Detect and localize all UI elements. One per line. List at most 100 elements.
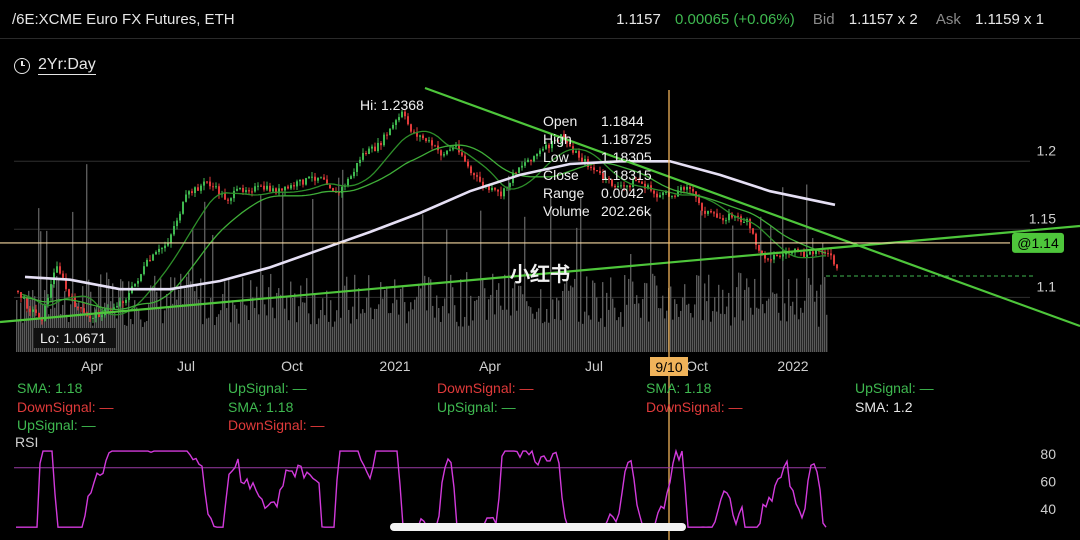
volume-bar: [272, 307, 274, 352]
volume-bar: [544, 321, 546, 352]
volume-bar: [230, 322, 232, 352]
volume-bar: [282, 191, 284, 352]
candle-body: [137, 280, 139, 284]
candle-body: [785, 252, 787, 255]
volume-bar: [152, 286, 154, 352]
volume-bar: [206, 318, 208, 352]
candle-body: [674, 195, 676, 197]
candle-body: [149, 259, 151, 261]
volume-bar: [664, 318, 666, 352]
volume-bar: [366, 297, 368, 352]
volume-bar: [182, 304, 184, 352]
candle-body: [62, 273, 64, 278]
volume-bar: [624, 275, 626, 352]
volume-bar: [554, 318, 556, 352]
candle-body: [758, 244, 760, 251]
volume-bar: [772, 292, 774, 352]
volume-bar: [286, 296, 288, 352]
volume-bar: [302, 302, 304, 352]
candle-body: [77, 307, 79, 309]
volume-bar: [712, 311, 714, 352]
volume-bar: [28, 290, 30, 352]
volume-bar: [22, 322, 24, 352]
volume-bar: [234, 304, 236, 352]
volume-bar: [308, 313, 310, 352]
volume-bar: [732, 225, 734, 352]
volume-bar: [56, 276, 58, 352]
range-selector-button[interactable]: 2Yr:Day: [14, 56, 96, 75]
candle-body: [188, 191, 190, 195]
candle-body: [611, 179, 613, 186]
candle-body: [140, 274, 142, 281]
volume-bar: [372, 319, 374, 352]
volume-bar: [18, 320, 20, 352]
price-change: 0.00065 (+0.06%): [675, 11, 795, 28]
candle-body: [329, 184, 331, 189]
volume-bar: [752, 314, 754, 352]
volume-bar: [76, 302, 78, 352]
volume-bar: [646, 283, 648, 352]
candle-body: [218, 186, 220, 195]
range-label: 2Yr:Day: [38, 56, 96, 75]
volume-bar: [390, 312, 392, 352]
candle-body: [593, 167, 595, 171]
volume-bar: [492, 273, 494, 352]
volume-bar: [702, 320, 704, 352]
volume-bar: [432, 305, 434, 352]
volume-bar: [384, 290, 386, 352]
volume-bar: [144, 322, 146, 352]
candle-body: [833, 255, 835, 265]
candle-body: [656, 193, 658, 198]
volume-bar: [562, 290, 564, 352]
candle-body: [806, 254, 808, 257]
volume-bar: [122, 281, 124, 352]
volume-bar: [146, 321, 148, 352]
volume-bar: [304, 302, 306, 352]
candle-body: [233, 190, 235, 199]
volume-bar: [722, 289, 724, 352]
home-indicator[interactable]: [390, 523, 686, 531]
volume-bar: [276, 292, 278, 352]
volume-bar: [734, 317, 736, 352]
volume-bar: [428, 277, 430, 352]
candle-body: [599, 170, 601, 174]
candle-body: [359, 159, 361, 163]
candle-body: [179, 213, 181, 221]
candle-body: [320, 177, 322, 179]
volume-bar: [694, 304, 696, 352]
volume-bar: [204, 201, 206, 352]
volume-bar: [786, 321, 788, 352]
candle-body: [722, 218, 724, 221]
volume-bar: [214, 325, 216, 352]
candle-body: [791, 252, 793, 254]
volume-bar: [692, 317, 694, 352]
candle-body: [449, 149, 451, 151]
x-tick-label: Apr: [479, 358, 501, 374]
volume-bar: [706, 301, 708, 352]
volume-bar: [552, 299, 554, 352]
candle-body: [779, 255, 781, 257]
candle-body: [89, 316, 91, 319]
volume-bar: [462, 326, 464, 352]
candle-body: [29, 308, 31, 312]
volume-bar: [532, 313, 534, 352]
volume-bar: [516, 310, 518, 352]
volume-bar: [158, 307, 160, 352]
volume-bar: [730, 325, 732, 352]
candle-body: [92, 317, 94, 319]
volume-bar: [180, 273, 182, 352]
candle-body: [197, 187, 199, 191]
volume-bar: [440, 321, 442, 352]
volume-bar: [320, 310, 322, 352]
volume-bar: [240, 301, 242, 352]
candle-body: [206, 181, 208, 183]
header-divider: [0, 38, 1080, 39]
volume-bar: [792, 301, 794, 352]
candle-body: [629, 185, 631, 188]
candle-body: [677, 190, 679, 197]
volume-bar: [482, 278, 484, 352]
volume-bar: [132, 324, 134, 352]
candle-body: [278, 188, 280, 194]
volume-bar: [776, 293, 778, 352]
